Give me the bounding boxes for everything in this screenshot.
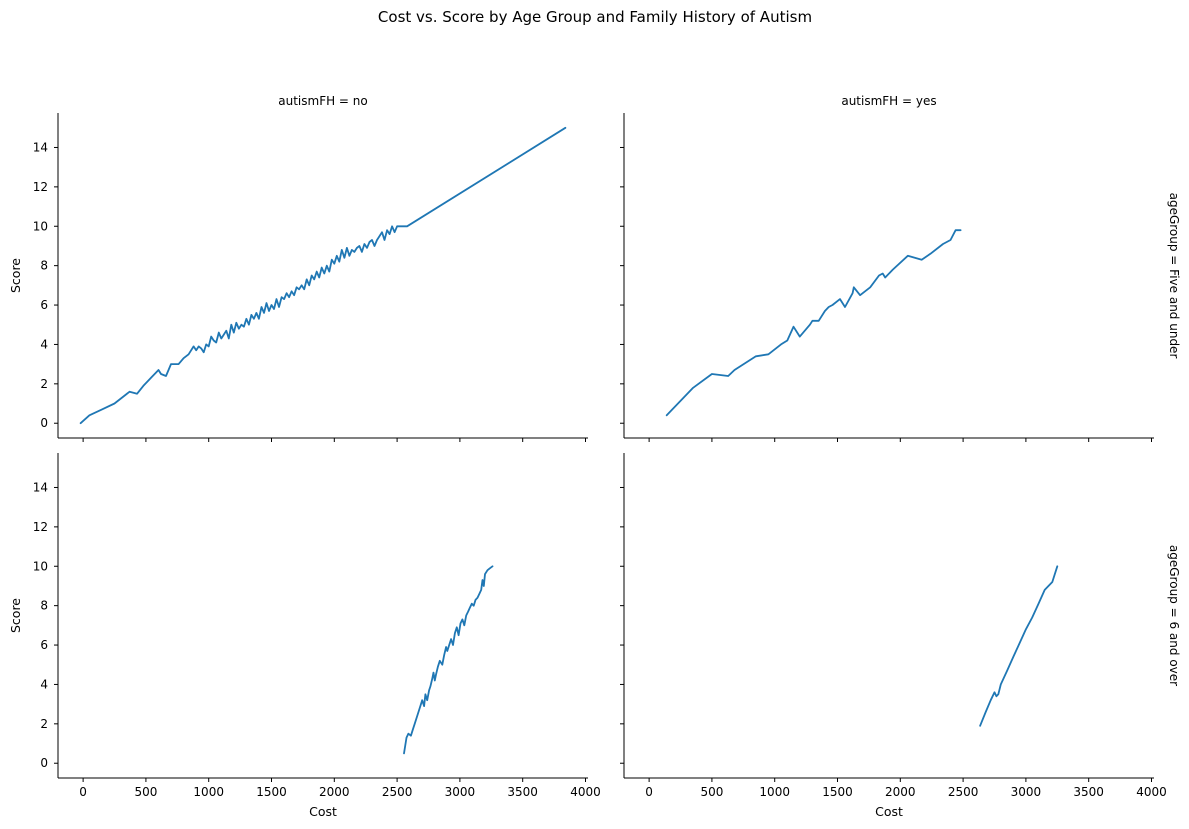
series-line	[665, 229, 962, 417]
series-line	[979, 565, 1059, 727]
x-tick-label: 2000	[319, 785, 350, 799]
y-tick-label: 6	[40, 638, 48, 652]
y-tick-label: 8	[40, 599, 48, 613]
y-tick-label: 2	[40, 377, 48, 391]
facet-row-title: ageGroup = Five and under	[1167, 193, 1181, 359]
y-tick-label: 0	[40, 756, 48, 770]
x-tick-label: 500	[134, 785, 157, 799]
y-tick-label: 12	[33, 520, 48, 534]
y-tick-label: 4	[40, 677, 48, 691]
y-tick-label: 4	[40, 337, 48, 351]
panel-3: 0 500 1000 1500 2000 2500 3000 3500 4000 0 2 4 6 8 10 1…	[8, 453, 601, 819]
x-tick-label: 0	[79, 785, 87, 799]
y-tick-label: 8	[40, 259, 48, 273]
x-tick-label: 2500	[948, 785, 979, 799]
x-axis-label: Cost	[875, 804, 903, 819]
panel-2: autismFH = yes ageGroup = Five and under	[620, 94, 1181, 442]
series-line	[79, 126, 567, 425]
x-tick-label: 2500	[382, 785, 413, 799]
x-tick-label: 2000	[885, 785, 916, 799]
y-tick-label: 10	[33, 219, 48, 233]
x-axis-label: Cost	[309, 804, 337, 819]
x-tick-label: 3000	[1011, 785, 1042, 799]
x-tick-label: 0	[645, 785, 653, 799]
facet-column-title: autismFH = no	[278, 94, 368, 108]
y-tick-label: 14	[33, 480, 48, 494]
x-tick-label: 500	[700, 785, 723, 799]
x-tick-label: 4000	[1136, 785, 1167, 799]
x-tick-label: 3000	[445, 785, 476, 799]
chart-title: Cost vs. Score by Age Group and Family H…	[378, 8, 812, 26]
y-axis-label: Score	[8, 598, 23, 633]
x-tick-label: 1500	[822, 785, 853, 799]
y-tick-label: 0	[40, 416, 48, 430]
panel-4: 0 500 1000 1500 2000 2500 3000 3500 4000 Cost ageG…	[620, 453, 1181, 819]
x-tick-label: 1000	[193, 785, 224, 799]
facet-column-title: autismFH = yes	[841, 94, 936, 108]
panel-1: 0 2 4 6 8 10 12 14 Score autismFH = no	[8, 94, 588, 442]
y-tick-label: 14	[33, 140, 48, 154]
y-tick-label: 12	[33, 180, 48, 194]
facet-row-title: ageGroup = 6 and over	[1167, 545, 1181, 686]
panel-grid: 0 2 4 6 8 10 12 14 Score autismFH = no autismFH = …	[8, 94, 1181, 819]
x-tick-label: 1000	[759, 785, 790, 799]
x-tick-label: 4000	[570, 785, 601, 799]
x-tick-label: 3500	[1073, 785, 1104, 799]
x-tick-label: 1500	[256, 785, 287, 799]
y-axis-label: Score	[8, 258, 23, 293]
y-tick-label: 6	[40, 298, 48, 312]
y-tick-label: 10	[33, 559, 48, 573]
series-line	[403, 565, 494, 755]
x-tick-label: 3500	[507, 785, 538, 799]
y-tick-label: 2	[40, 717, 48, 731]
